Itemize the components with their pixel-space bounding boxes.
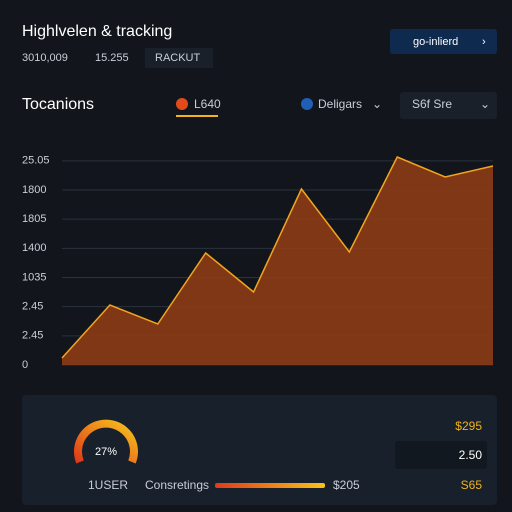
chevron: ⌄ xyxy=(480,97,490,111)
y-tick-label: 1800 xyxy=(22,184,46,196)
y-tick-label: 2.45 xyxy=(22,330,43,342)
select-dot xyxy=(301,98,313,110)
y-tick-label: 2.45 xyxy=(22,301,43,313)
panel-text: $205 xyxy=(333,478,360,492)
y-tick-label: 25.05 xyxy=(22,155,50,167)
select-label[interactable]: S6f Sre xyxy=(412,97,452,111)
value-box xyxy=(395,441,487,469)
select-box[interactable] xyxy=(400,92,497,119)
stat: 15.255 xyxy=(95,52,129,64)
legend-dot xyxy=(176,98,188,110)
select-label[interactable]: Deligars xyxy=(318,97,362,111)
gauge-label: 27% xyxy=(95,446,117,458)
stat: 3010,009 xyxy=(22,52,68,64)
chevron: ⌄ xyxy=(372,97,382,111)
area xyxy=(62,157,493,365)
legend-label: L640 xyxy=(194,97,221,111)
gauge xyxy=(74,419,138,464)
stat: RACKUT xyxy=(155,52,201,64)
panel-text: 1USER xyxy=(88,478,128,492)
panel-value: 2.50 xyxy=(459,448,483,462)
line xyxy=(61,156,494,359)
progress-bar xyxy=(215,483,325,488)
app-title: Highlvelen & tracking xyxy=(22,23,172,40)
y-tick-label: 1805 xyxy=(22,213,46,225)
stat-box xyxy=(145,48,213,68)
chevron: › xyxy=(482,36,486,48)
y-tick-label: 1400 xyxy=(22,242,46,254)
panel-value: $295 xyxy=(455,419,482,433)
panel-text: Consretings xyxy=(145,478,209,492)
button-label[interactable]: go-inlierd xyxy=(413,36,458,48)
section-title: Tocanions xyxy=(22,96,94,113)
y-tick-label: 1035 xyxy=(22,271,46,283)
chart: 0 2.45 2.45 1035 1400 1805 1800 25.05 xyxy=(22,155,494,371)
panel xyxy=(22,395,497,505)
y-tick-label: 0 xyxy=(22,359,28,371)
panel-value: S65 xyxy=(461,478,483,492)
button[interactable] xyxy=(390,29,497,54)
